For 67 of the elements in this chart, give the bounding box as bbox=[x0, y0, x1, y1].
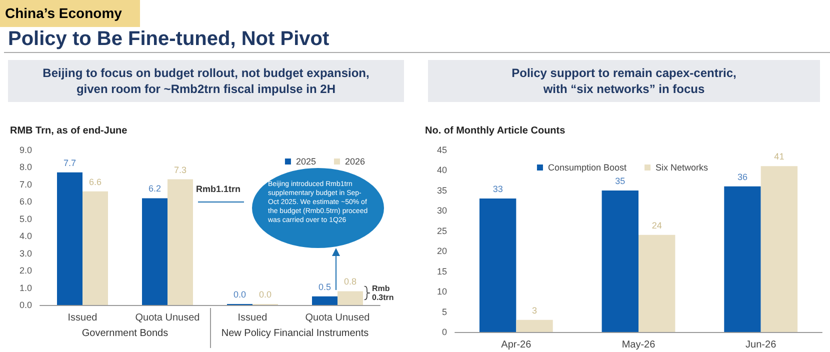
data-label: 33 bbox=[492, 184, 503, 194]
data-label: 36 bbox=[737, 172, 748, 182]
data-label: 3 bbox=[532, 305, 538, 316]
y-tick-label: 7.0 bbox=[19, 179, 32, 190]
legend-label: 2025 bbox=[296, 156, 316, 166]
x-tick-label: Apr-26 bbox=[501, 340, 532, 350]
y-tick-label: 3.0 bbox=[19, 248, 32, 258]
x-tick-label: Quota Unused bbox=[135, 312, 200, 324]
legend-label: 2026 bbox=[344, 156, 366, 166]
data-label: 0.0 bbox=[233, 290, 246, 300]
y-tick-label: 5.0 bbox=[19, 214, 32, 224]
y-tick-label: 40 bbox=[436, 165, 447, 176]
y-tick-label: 5 bbox=[442, 306, 447, 317]
bar bbox=[724, 186, 761, 332]
data-label: 0.8 bbox=[344, 276, 357, 287]
data-label: 7.3 bbox=[174, 164, 187, 175]
y-axis-title: No. of Monthly Article Counts bbox=[425, 126, 566, 136]
y-tick-label: 20 bbox=[436, 246, 447, 256]
bar bbox=[638, 234, 676, 332]
bar bbox=[338, 291, 363, 305]
x-tick-label: Issued bbox=[238, 312, 268, 324]
y-tick-label: 35 bbox=[436, 185, 447, 196]
text: New Policy Financial Instruments bbox=[220, 328, 370, 339]
y-tick-label: 1.0 bbox=[19, 282, 32, 293]
y-tick-label: 45 bbox=[436, 145, 447, 155]
annotation: Rmb1.1trn bbox=[196, 184, 241, 194]
bar bbox=[168, 179, 193, 305]
bar bbox=[82, 191, 108, 305]
y-tick-label: 10 bbox=[436, 286, 447, 297]
data-label: 6.2 bbox=[148, 184, 162, 194]
text: Government Bonds bbox=[80, 328, 170, 339]
data-label: 24 bbox=[652, 220, 662, 230]
x-tick-label: May-26 bbox=[622, 340, 656, 350]
data-label: 6.6 bbox=[88, 176, 102, 187]
y-tick-label: 6.0 bbox=[19, 196, 32, 207]
data-label: 7.7 bbox=[63, 158, 76, 168]
x-tick-label: Quota Unused bbox=[305, 312, 370, 324]
bar bbox=[479, 198, 516, 332]
y-tick-label: 0 bbox=[442, 327, 447, 337]
legend-label: Consumption Boost bbox=[548, 162, 628, 172]
chart-subtitle: Beijing to focus on budget rollout, not budget expansion, given room for ~Rmb2trn fiscal impulse in 2H bbox=[8, 60, 404, 102]
chart-title: Policy to Be Fine-tuned, Not Pivot bbox=[8, 28, 330, 51]
y-tick-label: 0.0 bbox=[19, 300, 32, 310]
data-label: 0.0 bbox=[258, 290, 272, 300]
y-tick-label: 9.0 bbox=[19, 145, 32, 155]
y-tick-label: 2.0 bbox=[19, 266, 32, 276]
bar bbox=[312, 296, 338, 305]
bar bbox=[760, 166, 798, 332]
bar bbox=[142, 198, 168, 305]
y-tick-label: 30 bbox=[436, 206, 447, 216]
y-tick-label: 25 bbox=[436, 226, 447, 236]
legend-label: Six Networks bbox=[656, 162, 709, 172]
x-tick-label: Issued bbox=[68, 312, 98, 324]
annotation: Rmb 0.3trn bbox=[372, 284, 395, 302]
y-axis-title: RMB Trn, as of end-June bbox=[10, 126, 128, 136]
bar bbox=[602, 190, 638, 332]
y-tick-label: 4.0 bbox=[19, 231, 32, 242]
bar bbox=[57, 172, 82, 305]
bar bbox=[516, 320, 553, 332]
x-tick-label: Jun-26 bbox=[746, 340, 777, 350]
chart-title: Policy support to remain capex-centric, with “six networks” in focus bbox=[428, 60, 820, 102]
data-label: 35 bbox=[615, 176, 626, 186]
y-tick-label: 8.0 bbox=[19, 162, 32, 172]
data-label: 0.5 bbox=[318, 282, 332, 292]
data-label: 41 bbox=[774, 152, 784, 162]
y-tick-label: 15 bbox=[436, 266, 447, 276]
text: China’s Economy bbox=[0, 0, 140, 27]
